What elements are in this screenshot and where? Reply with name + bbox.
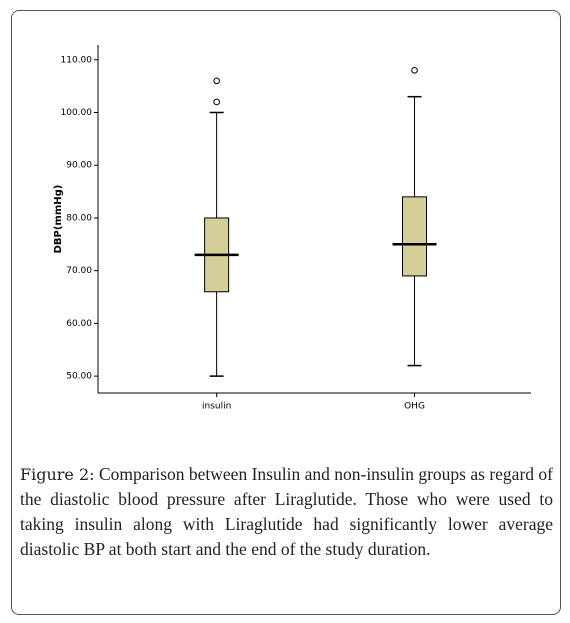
y-axis-label: DBP(mmHg) (53, 185, 64, 254)
outlier (213, 98, 220, 106)
caption-label: Figure 2: (20, 465, 95, 484)
y-tick-label: 70.00 (66, 266, 92, 276)
caption-text: Comparison between Insulin and non-insul… (20, 464, 553, 559)
x-tick-label: insulin (202, 402, 231, 412)
y-tick-label: 50.00 (66, 372, 92, 382)
y-tick-label: 100.00 (61, 108, 93, 118)
y-tick-label: 80.00 (66, 213, 92, 223)
x-tick-label: OHG (404, 402, 425, 412)
y-tick-label: 90.00 (66, 161, 92, 171)
y-tick-label: 110.00 (61, 55, 93, 65)
chart: DBP(mmHg) 50.00 60.00 70.00 80.00 90.00 100.0… (53, 45, 531, 412)
caption: Figure 2: Comparison between Insulin and… (20, 462, 553, 562)
figure-frame (11, 10, 561, 615)
outlier (213, 77, 220, 85)
outlier (411, 67, 418, 74)
box (402, 196, 428, 277)
y-tick-label: 60.00 (66, 319, 92, 329)
